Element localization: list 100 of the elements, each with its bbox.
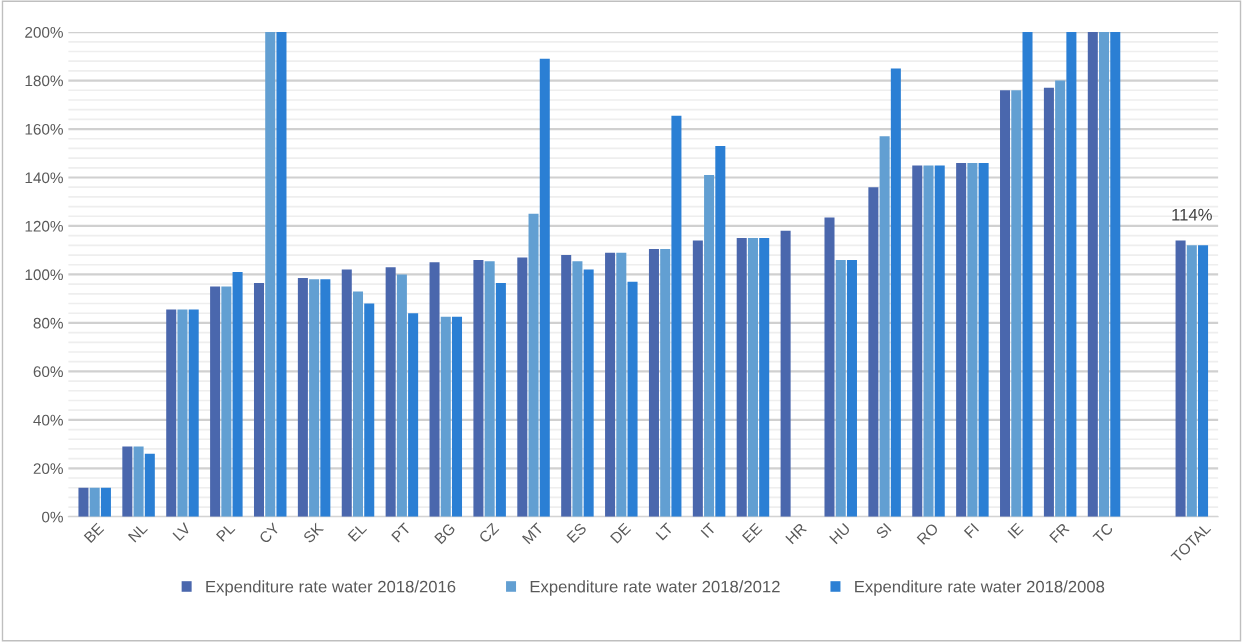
bar	[1186, 245, 1197, 517]
bar	[583, 269, 594, 517]
x-tick-label: FR	[1049, 522, 1070, 544]
y-tick-label: 60%	[33, 366, 63, 378]
bar	[1087, 32, 1098, 517]
x-tick-label: IT	[700, 522, 717, 539]
bar	[1022, 32, 1033, 517]
bar	[616, 252, 627, 517]
bar	[232, 272, 243, 517]
x-tick-label: BE	[83, 522, 105, 544]
bar	[473, 259, 484, 517]
bar	[221, 286, 232, 517]
x-tick-label: EE	[742, 522, 763, 544]
x-tick-label: LV	[172, 522, 192, 542]
bar	[253, 282, 265, 517]
x-tick-label: MT	[521, 522, 544, 545]
bar	[265, 32, 276, 517]
bar	[923, 165, 934, 517]
bar	[1011, 90, 1022, 517]
bar	[276, 32, 287, 517]
bar	[495, 282, 506, 517]
bar	[188, 309, 199, 517]
bar	[320, 279, 331, 517]
bar	[835, 259, 846, 517]
bar	[824, 217, 835, 517]
bar	[1043, 87, 1054, 517]
y-tick-label: 200%	[25, 26, 63, 38]
bar	[868, 187, 879, 517]
bar	[780, 230, 791, 517]
x-tick-label: BG	[434, 522, 456, 545]
bar	[1055, 80, 1066, 517]
y-tick-label: 80%	[33, 317, 63, 329]
bar	[1000, 90, 1011, 517]
bar	[100, 487, 111, 517]
bar	[978, 162, 989, 517]
bar	[671, 115, 682, 517]
x-tick-label: ES	[566, 522, 588, 544]
bar	[715, 146, 726, 517]
bar	[210, 286, 221, 517]
bar	[78, 487, 89, 517]
bar	[660, 249, 671, 517]
bar	[89, 487, 100, 517]
x-tick-label: SK	[302, 522, 325, 544]
x-tick-label: CY	[258, 522, 281, 545]
bar	[1066, 32, 1077, 517]
bar	[429, 262, 440, 517]
y-tick-label: 0%	[42, 511, 63, 523]
bar	[341, 269, 352, 517]
bar	[890, 68, 901, 517]
x-tick-label: IE	[1007, 522, 1024, 539]
bar	[396, 274, 407, 517]
x-tick-label: TC	[1092, 522, 1114, 544]
bar	[364, 303, 375, 517]
y-tick-label: 120%	[25, 220, 63, 232]
bar	[572, 261, 583, 517]
bar	[297, 278, 308, 517]
bar	[528, 213, 539, 517]
bar	[309, 279, 320, 517]
x-tick-label: SI	[875, 522, 892, 540]
bar	[561, 255, 572, 517]
x-tick-label: CZ	[478, 522, 500, 544]
bar	[648, 249, 659, 517]
y-tick-label: 20%	[33, 463, 63, 475]
bar	[133, 446, 144, 517]
x-tick-label: EL	[347, 522, 368, 542]
bar	[605, 252, 616, 517]
bar	[385, 267, 396, 517]
bar	[704, 175, 715, 517]
bar	[408, 313, 419, 517]
bar	[627, 281, 638, 517]
y-tick-label: 140%	[25, 172, 63, 184]
legend-label: Expenditure rate water 2018/2016	[206, 580, 456, 596]
bar	[912, 165, 923, 517]
y-tick-label: 100%	[25, 269, 63, 281]
bar	[934, 165, 945, 517]
legend-label: Expenditure rate water 2018/2008	[855, 580, 1105, 596]
x-tick-label: PL	[215, 522, 236, 542]
y-tick-label: 40%	[33, 414, 63, 426]
x-tick-label: LT	[655, 522, 674, 541]
annotation: 114%	[1172, 208, 1212, 221]
x-tick-label: HU	[829, 522, 851, 545]
x-tick-label: HR	[785, 522, 807, 545]
legend-label: Expenditure rate water 2018/2012	[530, 580, 780, 596]
bar	[967, 162, 978, 517]
y-tick-label: 160%	[25, 123, 63, 135]
bar	[166, 309, 177, 517]
bar	[747, 238, 758, 517]
bar	[1198, 245, 1209, 517]
bar	[177, 309, 188, 517]
bar	[451, 316, 463, 517]
bar	[122, 446, 133, 517]
bar	[539, 58, 550, 517]
bar	[144, 453, 155, 517]
bar	[1110, 32, 1121, 517]
bar	[759, 238, 770, 517]
bar	[879, 136, 890, 517]
x-tick-label: RO	[916, 522, 939, 545]
bar	[692, 240, 703, 517]
x-tick-label: NL	[127, 522, 148, 543]
bar	[517, 257, 528, 517]
